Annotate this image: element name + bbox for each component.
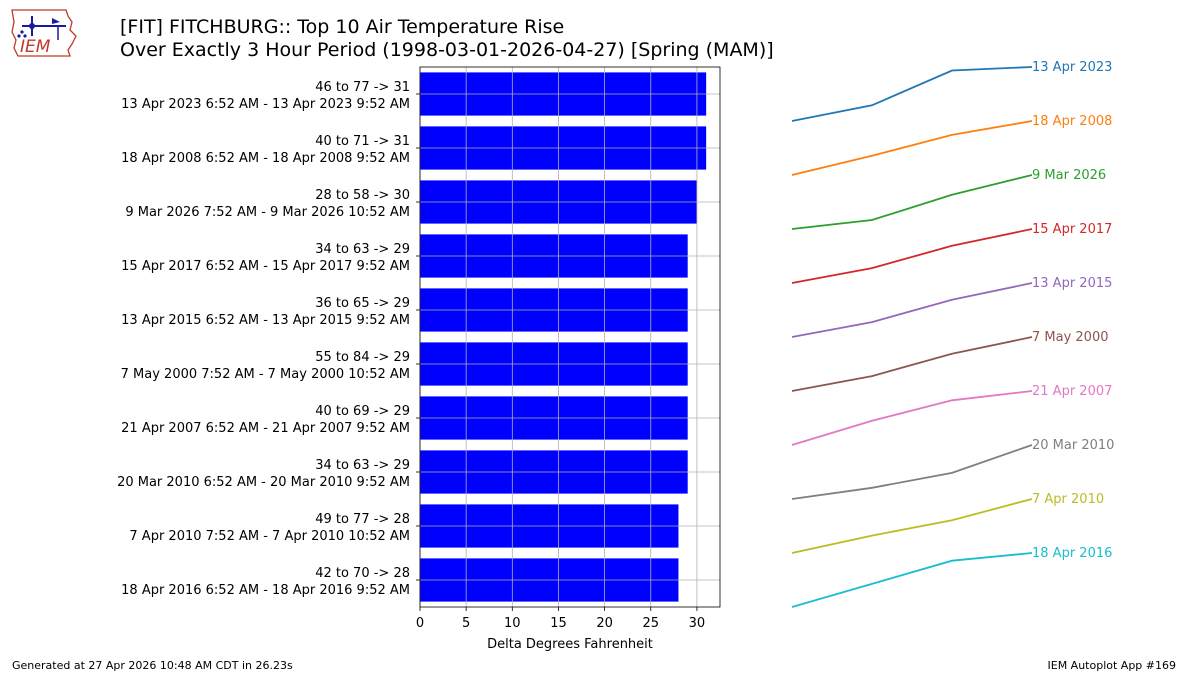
row-range-label: 36 to 65 -> 29 xyxy=(315,296,410,311)
trace-line-5 xyxy=(791,282,1033,338)
trace-label-1: 13 Apr 2023 xyxy=(1032,60,1112,75)
trace-label-3: 9 Mar 2026 xyxy=(1032,168,1106,183)
row-range-label: 28 to 58 -> 30 xyxy=(315,188,410,203)
trace-label-4: 15 Apr 2017 xyxy=(1032,222,1112,237)
trace-label-5: 13 Apr 2015 xyxy=(1032,276,1112,291)
row-period-label: 21 Apr 2007 6:52 AM - 21 Apr 2007 9:52 A… xyxy=(121,421,410,436)
trace-line-4 xyxy=(791,228,1033,284)
trace-line-3 xyxy=(791,174,1033,230)
logo-text: IEM xyxy=(20,37,51,57)
trace-line-7 xyxy=(791,390,1033,446)
trace-label-7: 21 Apr 2007 xyxy=(1032,384,1112,399)
trace-line-10 xyxy=(791,552,1033,608)
x-tick-label: 30 xyxy=(689,616,706,631)
x-axis-label: Delta Degrees Fahrenheit xyxy=(487,637,653,652)
row-period-label: 13 Apr 2015 6:52 AM - 13 Apr 2015 9:52 A… xyxy=(121,313,410,328)
trace-label-10: 18 Apr 2016 xyxy=(1032,546,1112,561)
trace-line-1 xyxy=(791,66,1033,122)
title-line-1: [FIT] FITCHBURG:: Top 10 Air Temperature… xyxy=(120,16,565,38)
row-range-label: 34 to 63 -> 29 xyxy=(315,242,410,257)
x-tick-label: 5 xyxy=(462,616,470,631)
row-range-label: 49 to 77 -> 28 xyxy=(315,512,410,527)
bar-axes: 46 to 77 -> 31 13 Apr 2023 6:52 AM - 13 A… xyxy=(117,66,721,652)
row-period-label: 18 Apr 2008 6:52 AM - 18 Apr 2008 9:52 A… xyxy=(121,151,410,166)
trace-label-8: 20 Mar 2010 xyxy=(1032,438,1114,453)
trace-line-2 xyxy=(791,120,1033,176)
x-tick-label: 25 xyxy=(642,616,659,631)
app-label: IEM Autoplot App #169 xyxy=(1047,659,1177,672)
row-period-label: 7 May 2000 7:52 AM - 7 May 2000 10:52 AM xyxy=(121,367,410,382)
x-tick-label: 0 xyxy=(416,616,424,631)
x-tick-label: 20 xyxy=(596,616,613,631)
x-tick-label: 10 xyxy=(504,616,521,631)
row-range-label: 40 to 69 -> 29 xyxy=(315,404,410,419)
row-period-label: 15 Apr 2017 6:52 AM - 15 Apr 2017 9:52 A… xyxy=(121,259,410,274)
trace-label-9: 7 Apr 2010 xyxy=(1032,492,1104,507)
trace-line-9 xyxy=(791,498,1033,554)
row-range-label: 46 to 77 -> 31 xyxy=(315,80,410,95)
row-period-label: 7 Apr 2010 7:52 AM - 7 Apr 2010 10:52 AM xyxy=(129,529,410,544)
row-period-label: 9 Mar 2026 7:52 AM - 9 Mar 2026 10:52 AM xyxy=(125,205,410,220)
iem-logo-icon: IEM xyxy=(11,9,77,57)
title-line-2: Over Exactly 3 Hour Period (1998-03-01-2… xyxy=(120,39,774,61)
trace-label-2: 18 Apr 2008 xyxy=(1032,114,1112,129)
trace-line-6 xyxy=(791,336,1033,392)
row-range-label: 42 to 70 -> 28 xyxy=(315,566,410,581)
trace-line-8 xyxy=(791,444,1033,500)
trace-label-6: 7 May 2000 xyxy=(1032,330,1109,345)
axes-frame xyxy=(419,66,721,608)
chart-title: [FIT] FITCHBURG:: Top 10 Air Temperature… xyxy=(120,16,774,62)
row-period-label: 20 Mar 2010 6:52 AM - 20 Mar 2010 9:52 A… xyxy=(117,475,410,490)
x-tick-label: 15 xyxy=(550,616,567,631)
row-range-label: 34 to 63 -> 29 xyxy=(315,458,410,473)
trace-axes: 13 Apr 2023 18 Apr 2008 9 Mar 2026 15 Apr 2… xyxy=(791,60,1114,608)
row-range-label: 55 to 84 -> 29 xyxy=(315,350,410,365)
generated-note: Generated at 27 Apr 2026 10:48 AM CDT in… xyxy=(12,659,293,672)
row-range-label: 40 to 71 -> 31 xyxy=(315,134,410,149)
row-period-label: 13 Apr 2023 6:52 AM - 13 Apr 2023 9:52 A… xyxy=(121,97,410,112)
row-period-label: 18 Apr 2016 6:52 AM - 18 Apr 2016 9:52 A… xyxy=(121,583,410,598)
